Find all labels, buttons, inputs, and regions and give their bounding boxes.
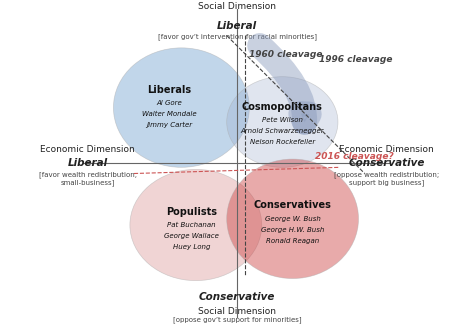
Text: Walter Mondale: Walter Mondale [142,111,196,117]
Text: Ronald Reagan: Ronald Reagan [266,238,319,244]
Ellipse shape [227,159,358,279]
Text: Arnold Schwarzenegger: Arnold Schwarzenegger [240,128,324,134]
Text: Conservative: Conservative [348,158,425,168]
Ellipse shape [227,77,338,167]
Text: Jimmy Carter: Jimmy Carter [146,122,192,128]
Text: Cosmopolitans: Cosmopolitans [242,102,323,111]
Ellipse shape [130,169,262,280]
Text: 1996 cleavage: 1996 cleavage [319,55,393,64]
Text: Nelson Rockefeller: Nelson Rockefeller [250,139,315,145]
Text: Liberal: Liberal [68,158,108,168]
Text: Social Dimension: Social Dimension [198,307,276,317]
Ellipse shape [113,48,249,167]
Text: Populists: Populists [166,207,217,217]
Text: George Wallace: George Wallace [164,233,219,239]
Text: Huey Long: Huey Long [173,244,210,250]
Text: Pete Wilson: Pete Wilson [262,117,303,123]
Text: Liberal: Liberal [217,21,257,31]
Text: [favor gov’t intervention for racial minorities]: [favor gov’t intervention for racial min… [157,33,317,40]
Text: Al Gore: Al Gore [156,100,182,107]
Text: 1960 cleavage: 1960 cleavage [249,50,323,59]
Text: Liberals: Liberals [147,85,191,95]
Text: Economic Dimension: Economic Dimension [40,145,135,154]
Text: George W. Bush: George W. Bush [264,216,320,222]
Text: [oppose wealth redistribution;
support big business]: [oppose wealth redistribution; support b… [334,171,439,186]
Text: Economic Dimension: Economic Dimension [339,145,434,154]
Text: Social Dimension: Social Dimension [198,2,276,11]
Text: 2016 cleavage?: 2016 cleavage? [315,152,394,161]
Text: [favor wealth redistribution,
small-business]: [favor wealth redistribution, small-busi… [39,171,137,186]
Text: Pat Buchanan: Pat Buchanan [167,222,216,228]
Text: Conservatives: Conservatives [254,201,331,210]
Text: Conservative: Conservative [199,292,275,302]
Text: [oppose gov’t support for minorities]: [oppose gov’t support for minorities] [173,317,301,323]
Text: George H.W. Bush: George H.W. Bush [261,227,324,233]
